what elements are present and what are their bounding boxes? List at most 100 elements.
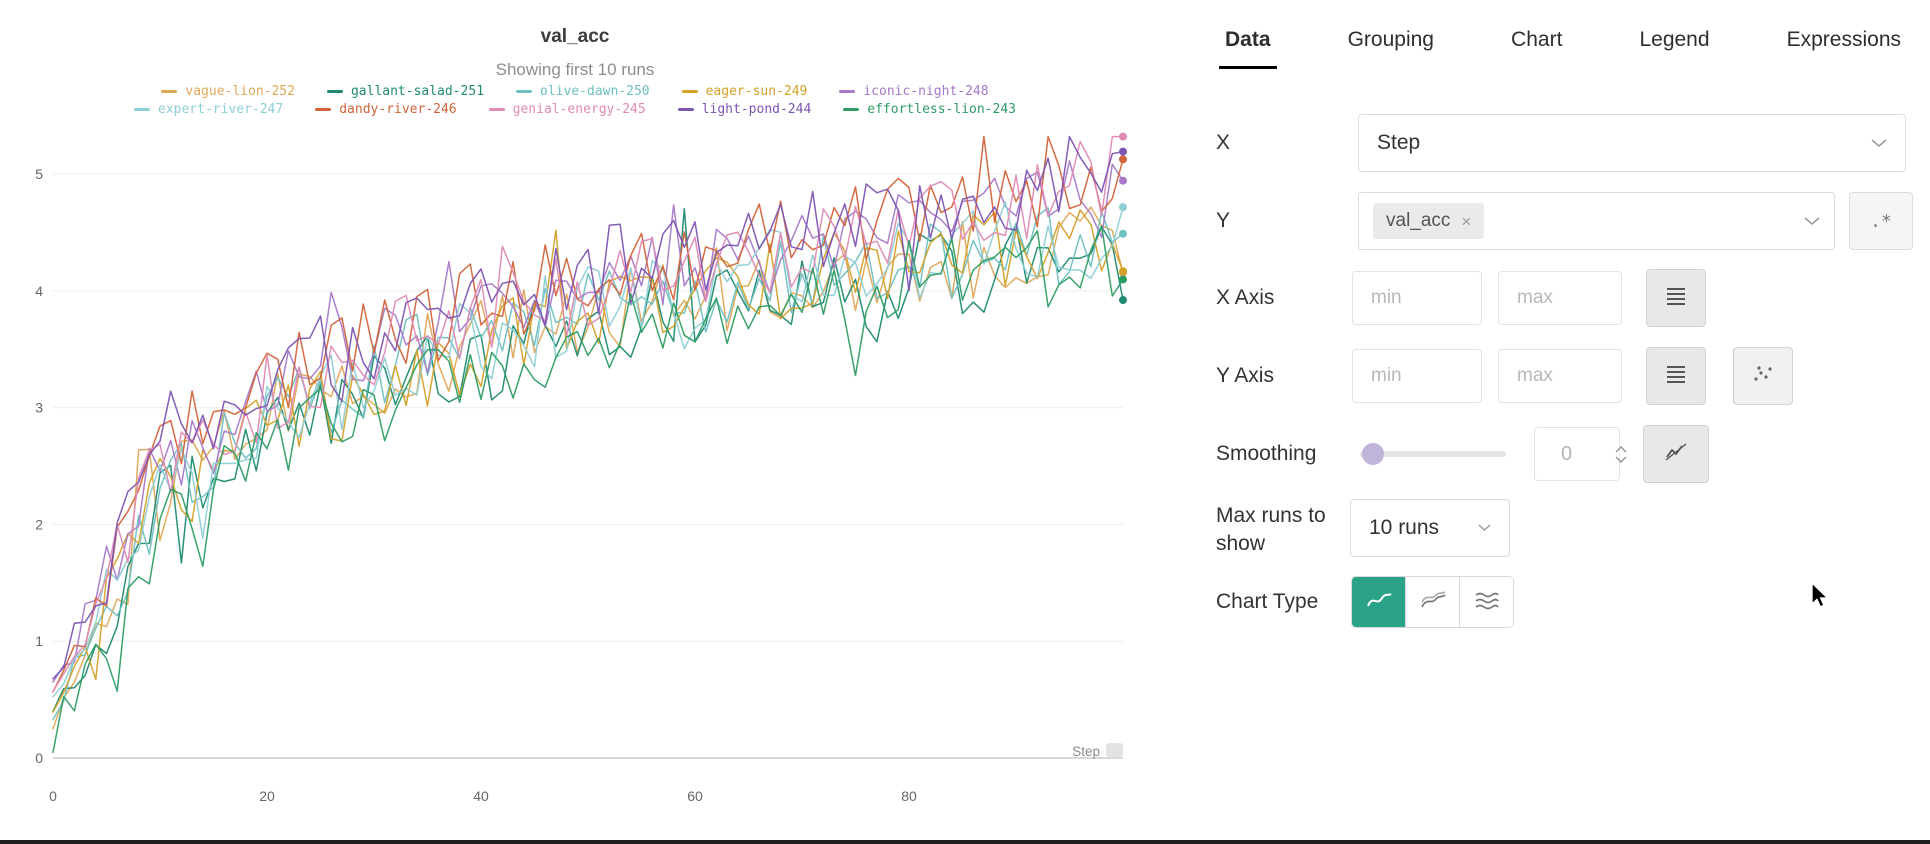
smoothing-slider-thumb[interactable] — [1362, 443, 1384, 465]
legend-dash-icon — [843, 108, 860, 111]
y-tick-label: 3 — [35, 400, 43, 416]
smoothing-value-input[interactable] — [1535, 427, 1615, 481]
y-axis-max-input[interactable] — [1498, 349, 1622, 403]
x-field-label: X — [1216, 131, 1231, 154]
series-line-eager-sun-249[interactable] — [52, 209, 1124, 713]
series-endpoint-effortless-lion-243[interactable] — [1119, 275, 1127, 284]
series-endpoint-eager-sun-249[interactable] — [1119, 267, 1127, 276]
legend-item[interactable]: dandy-river-246 — [315, 102, 457, 117]
legend-item[interactable]: iconic-night-248 — [839, 84, 989, 99]
x-axis-min-input[interactable] — [1352, 271, 1482, 325]
series-endpoint-expert-river-247[interactable] — [1119, 203, 1127, 212]
tab-data[interactable]: Data — [1219, 22, 1277, 69]
y-select[interactable]: val_acc × — [1358, 192, 1835, 250]
smoothing-slider-track[interactable] — [1360, 451, 1506, 457]
regex-toggle-button[interactable]: .* — [1849, 192, 1913, 250]
tab-chart[interactable]: Chart — [1511, 28, 1563, 51]
y-tick-label: 2 — [35, 516, 43, 532]
legend-dash-icon — [315, 108, 332, 111]
x-select[interactable]: Step — [1358, 114, 1906, 172]
no-smoothing-icon — [1663, 441, 1689, 468]
legend-item[interactable]: eager-sun-249 — [681, 84, 807, 99]
x-tick-label: 80 — [901, 788, 917, 804]
legend-run-name: dandy-river-246 — [339, 102, 457, 117]
x-tick-label: 20 — [259, 788, 275, 804]
series-endpoint-gallant-salad-251[interactable] — [1119, 296, 1127, 305]
x-tick-label: 0 — [49, 788, 57, 804]
series-line-genial-energy-245[interactable] — [52, 135, 1124, 693]
scatter-points-icon — [1751, 364, 1775, 389]
x-select-value: Step — [1377, 131, 1421, 154]
legend-dash-icon — [161, 90, 178, 93]
x-tick-label: 40 — [473, 788, 489, 804]
log-scale-icon — [1664, 364, 1688, 389]
y-field-label: Y — [1216, 209, 1231, 232]
smoothing-label: Smoothing — [1216, 442, 1317, 465]
legend-run-name: olive-dawn-250 — [540, 84, 650, 99]
series-endpoint-iconic-night-248[interactable] — [1119, 176, 1127, 185]
legend-run-name: genial-energy-245 — [512, 102, 646, 117]
legend-run-name: iconic-night-248 — [863, 84, 989, 99]
series-line-vague-lion-252[interactable] — [52, 206, 1124, 730]
y-axis-log-scale-button[interactable] — [1646, 347, 1706, 405]
legend-item[interactable]: effortless-lion-243 — [843, 102, 1016, 117]
axis-drag-handle[interactable] — [1106, 743, 1123, 757]
max-runs-value: 10 runs — [1369, 516, 1440, 539]
y-tick-label: 0 — [35, 750, 43, 766]
series-line-iconic-night-248[interactable] — [52, 160, 1124, 683]
series-endpoint-genial-energy-245[interactable] — [1119, 132, 1127, 141]
chart-type-area-button[interactable] — [1460, 577, 1513, 627]
chevron-down-icon — [1871, 138, 1887, 148]
series-endpoint-dandy-river-246[interactable] — [1119, 155, 1127, 164]
chart-type-line-button[interactable] — [1352, 577, 1406, 627]
tab-legend[interactable]: Legend — [1639, 28, 1710, 51]
series-line-effortless-lion-243[interactable] — [52, 225, 1124, 754]
legend-item[interactable]: genial-energy-245 — [488, 102, 646, 117]
series-line-gallant-salad-251[interactable] — [52, 207, 1124, 713]
chevron-down-icon — [1478, 524, 1491, 532]
log-scale-icon — [1664, 286, 1688, 311]
stepper-down-icon — [1615, 455, 1627, 463]
legend-dash-icon — [681, 90, 698, 93]
chart-type-label: Chart Type — [1216, 590, 1319, 613]
legend-dash-icon — [839, 90, 856, 93]
show-original-points-button[interactable] — [1733, 347, 1793, 405]
chevron-down-icon — [1804, 216, 1820, 226]
x-axis-max-input[interactable] — [1498, 271, 1622, 325]
line-chart-plot[interactable]: 0 1 2 3 4 5 0 20 40 60 80 Step — [20, 120, 1140, 830]
y-tick-label: 1 — [35, 633, 43, 649]
x-axis-label: X Axis — [1216, 286, 1275, 309]
series-line-light-pond-244[interactable] — [52, 135, 1124, 680]
series-endpoint-olive-dawn-250[interactable] — [1119, 229, 1127, 238]
legend-item[interactable]: light-pond-244 — [677, 102, 812, 117]
disable-smoothing-button[interactable] — [1643, 425, 1709, 483]
series-line-dandy-river-246[interactable] — [52, 135, 1124, 693]
chart-subtitle: Showing first 10 runs — [495, 60, 655, 79]
max-runs-label: Max runs to show — [1216, 504, 1326, 555]
chart-type-multiline-button[interactable] — [1406, 577, 1460, 627]
remove-tag-icon[interactable]: × — [1461, 211, 1472, 231]
chart-legend: vague-lion-252 gallant-salad-251 olive-daw… — [20, 84, 1130, 117]
x-axis-title: Step — [1072, 744, 1100, 759]
x-axis-log-scale-button[interactable] — [1646, 269, 1706, 327]
y-axis-min-input[interactable] — [1352, 349, 1482, 403]
chart-title: val_acc — [540, 26, 610, 47]
y-tick-label: 4 — [35, 283, 43, 299]
x-tick-label: 60 — [687, 788, 703, 804]
number-stepper[interactable] — [1615, 445, 1627, 463]
window-bottom-edge — [0, 840, 1930, 844]
legend-run-name: light-pond-244 — [701, 102, 812, 117]
series-endpoint-light-pond-244[interactable] — [1119, 147, 1127, 156]
legend-item[interactable]: expert-river-247 — [134, 102, 283, 117]
y-tick-label: 5 — [35, 166, 43, 182]
legend-run-name: expert-river-247 — [158, 102, 284, 117]
y-metric-tag-label: val_acc — [1386, 210, 1451, 231]
line-chart-icon — [1364, 589, 1394, 616]
legend-item[interactable]: olive-dawn-250 — [516, 84, 650, 99]
multi-line-chart-icon — [1418, 589, 1448, 616]
legend-item[interactable]: gallant-salad-251 — [326, 84, 484, 99]
legend-item[interactable]: vague-lion-252 — [161, 84, 295, 99]
tab-grouping[interactable]: Grouping — [1347, 28, 1434, 51]
max-runs-select[interactable]: 10 runs — [1350, 499, 1510, 557]
tab-expressions[interactable]: Expressions — [1786, 28, 1901, 51]
